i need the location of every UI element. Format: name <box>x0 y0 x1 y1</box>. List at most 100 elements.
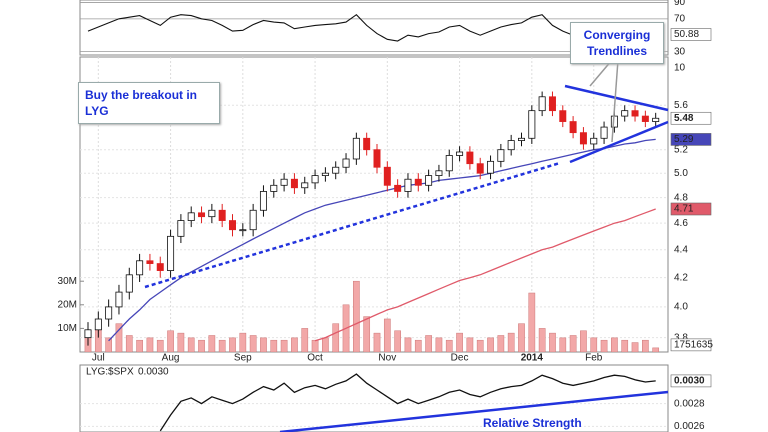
x-tick-label: Aug <box>162 353 180 364</box>
candle-body <box>332 166 340 174</box>
volume-bar <box>425 335 432 352</box>
candle-body <box>548 96 556 112</box>
rs-tick-label: 0.0028 <box>674 398 705 409</box>
value-box <box>670 133 712 146</box>
rs-line <box>159 373 656 432</box>
annotation: Relative Strength <box>483 416 582 430</box>
volume-bar <box>291 337 298 352</box>
volume-bar <box>373 332 381 352</box>
y-tick-label: 4.8 <box>674 192 688 203</box>
y-tick-label: 3.8 <box>674 332 688 343</box>
rsi-tick-label: 70 <box>674 13 686 24</box>
candle-body <box>301 182 309 189</box>
volume-bar <box>208 335 216 352</box>
candle-body <box>600 126 608 139</box>
volume-bar <box>353 280 360 352</box>
volume-bar <box>229 337 236 352</box>
volume-bar <box>528 292 536 352</box>
candle-body <box>290 178 298 189</box>
x-tick-label: Sep <box>234 353 252 364</box>
value-box <box>670 111 712 125</box>
candle-body <box>466 151 474 165</box>
rs-title: LYG:$SPX <box>86 367 134 378</box>
volume-bar <box>270 339 278 352</box>
volume-bar <box>404 337 412 352</box>
volume-bar <box>652 347 660 352</box>
rsi-line <box>87 13 656 42</box>
candle-body <box>383 166 391 186</box>
candle-body <box>414 178 422 186</box>
candle-body <box>590 137 598 145</box>
candle-body <box>156 263 164 271</box>
volume-bar <box>445 339 453 352</box>
candle-body <box>497 149 505 162</box>
candle-body <box>115 291 123 308</box>
value-label: 1751635 <box>674 340 713 351</box>
candle-body <box>146 260 154 264</box>
x-tick-label: Feb <box>585 353 603 364</box>
candle-body <box>218 209 226 221</box>
candle-body <box>105 306 113 320</box>
volume-tick-label: 10M <box>58 323 77 334</box>
volume-bar <box>260 337 267 352</box>
volume-bar <box>187 337 195 352</box>
volume-bar <box>549 332 556 352</box>
x-tick-label: 2014 <box>521 353 544 364</box>
y-tick-label: 5.2 <box>674 144 688 155</box>
candle-body <box>631 110 639 117</box>
volume-bar <box>322 337 329 352</box>
candle-body <box>125 274 133 293</box>
volume-bar <box>301 328 309 352</box>
upper-trendline <box>564 84 669 112</box>
candle-body <box>94 318 102 331</box>
x-tick-label: Oct <box>307 353 323 364</box>
candle-body <box>445 155 453 172</box>
candle-body <box>476 163 484 174</box>
candle-body <box>259 191 267 211</box>
volume-bar <box>611 337 618 352</box>
candle-body <box>652 117 660 122</box>
value-label: 50.88 <box>674 29 699 40</box>
value-box <box>670 28 712 41</box>
volume-bar <box>631 342 639 352</box>
rs-trendline <box>279 390 669 432</box>
volume-bar <box>167 330 174 352</box>
volume-bar <box>177 332 185 352</box>
volume-bar <box>311 339 319 352</box>
candle-body <box>342 158 350 168</box>
annotation: Buy the breakout in LYG <box>78 82 220 124</box>
candle-body <box>435 170 443 176</box>
volume-bar <box>590 337 598 352</box>
candle-body <box>229 220 236 231</box>
y-tick-label: 4.0 <box>674 302 688 313</box>
volume-bar <box>414 339 422 352</box>
moving-average <box>108 138 656 342</box>
candle-body <box>167 235 175 271</box>
candle-body <box>198 212 206 218</box>
candle-body <box>270 184 278 192</box>
candle-body <box>487 160 495 174</box>
volume-tick-label: 20M <box>58 299 77 310</box>
value-box <box>670 202 712 216</box>
volume-tick-label: 30M <box>58 276 77 287</box>
volume-bar <box>487 337 494 352</box>
volume-bar <box>476 339 484 352</box>
pointer <box>589 59 613 87</box>
volume-bar <box>146 337 154 352</box>
value-label: 0.0030 <box>674 376 705 387</box>
volume-bar <box>218 339 226 352</box>
candle-body <box>518 137 525 141</box>
rs-title-value: 0.0030 <box>138 367 169 378</box>
candle-body <box>559 110 567 122</box>
candle-body <box>456 151 464 156</box>
volume-bar <box>580 330 587 352</box>
candle-body <box>239 229 247 232</box>
y-tick-label: 5.0 <box>674 168 688 179</box>
candle-body <box>280 178 288 186</box>
candle-body <box>569 121 577 134</box>
candle-body <box>311 175 319 184</box>
y-tick-label: 4.2 <box>674 272 688 283</box>
trendlines <box>144 59 669 432</box>
candle-body <box>579 132 587 145</box>
volume-bar <box>600 339 608 352</box>
